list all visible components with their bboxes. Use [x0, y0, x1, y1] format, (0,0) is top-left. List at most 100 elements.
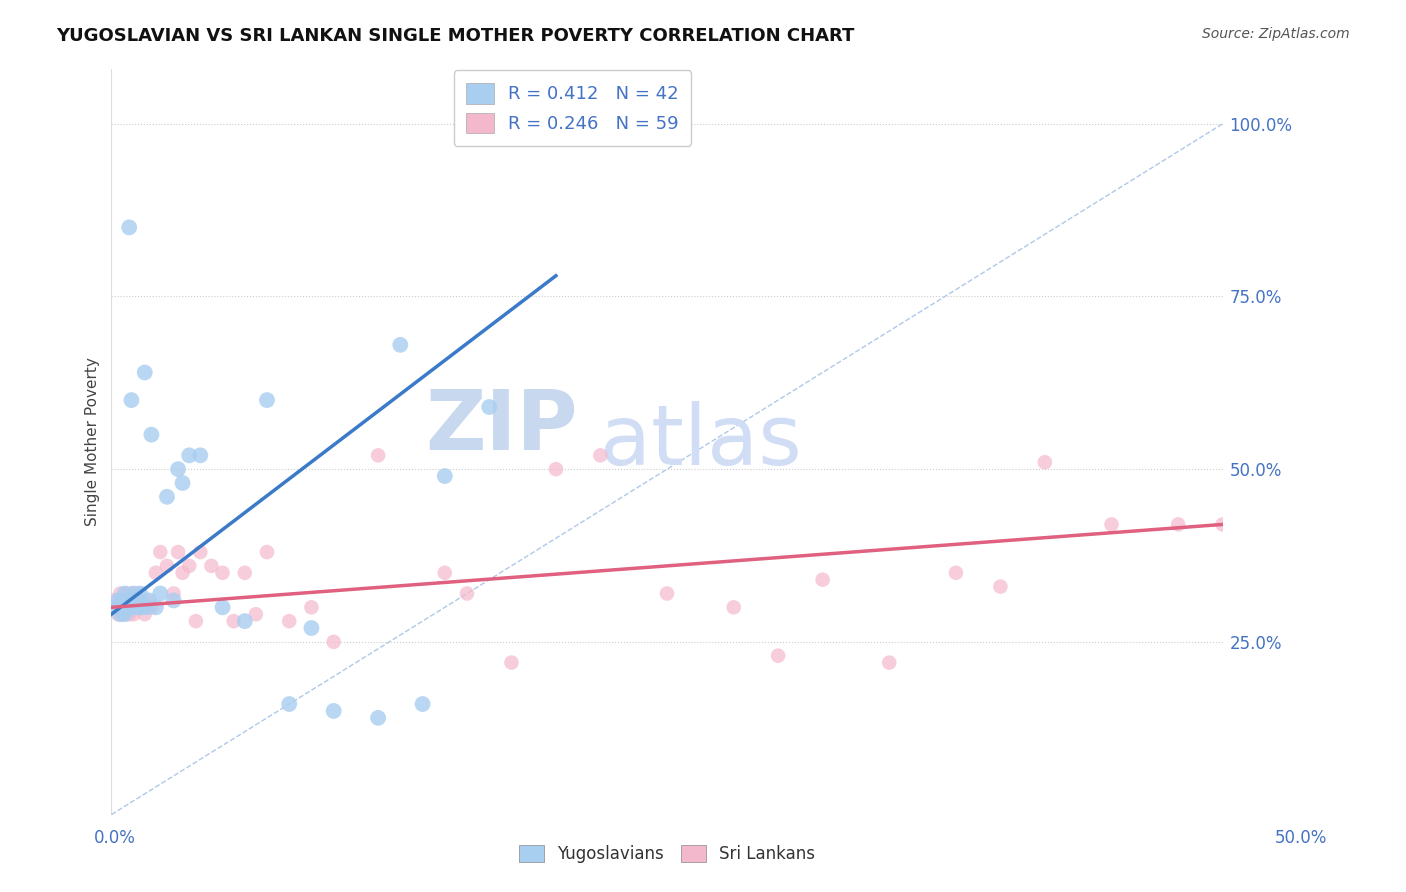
Point	[211, 566, 233, 580]
Point	[167, 462, 190, 476]
Point	[104, 600, 127, 615]
Point	[136, 600, 159, 615]
Point	[723, 600, 745, 615]
Point	[122, 607, 145, 622]
Point	[122, 586, 145, 600]
Point	[501, 656, 523, 670]
Point	[141, 600, 163, 615]
Point	[115, 600, 138, 615]
Point	[120, 600, 142, 615]
Point	[367, 711, 389, 725]
Point	[278, 697, 301, 711]
Point	[107, 593, 129, 607]
Point	[118, 593, 141, 607]
Point	[114, 607, 136, 622]
Point	[945, 566, 967, 580]
Point	[111, 600, 134, 615]
Point	[278, 614, 301, 628]
Point	[114, 593, 136, 607]
Point	[118, 220, 141, 235]
Point	[367, 448, 389, 462]
Text: 0.0%: 0.0%	[94, 829, 136, 847]
Point	[167, 545, 190, 559]
Text: Source: ZipAtlas.com: Source: ZipAtlas.com	[1202, 27, 1350, 41]
Point	[172, 566, 194, 580]
Point	[256, 393, 278, 408]
Point	[114, 600, 136, 615]
Point	[134, 366, 156, 380]
Point	[141, 427, 163, 442]
Point	[131, 600, 153, 615]
Point	[162, 586, 184, 600]
Point	[149, 586, 172, 600]
Point	[122, 593, 145, 607]
Point	[129, 586, 152, 600]
Point	[127, 586, 149, 600]
Point	[877, 656, 900, 670]
Point	[115, 586, 138, 600]
Point	[1033, 455, 1056, 469]
Point	[200, 558, 222, 573]
Point	[188, 448, 211, 462]
Point	[222, 614, 245, 628]
Point	[110, 600, 132, 615]
Point	[120, 593, 142, 607]
Point	[322, 635, 344, 649]
Point	[103, 593, 125, 607]
Point	[179, 558, 201, 573]
Point	[184, 614, 207, 628]
Point	[118, 607, 141, 622]
Point	[136, 593, 159, 607]
Point	[179, 448, 201, 462]
Point	[301, 600, 323, 615]
Point	[301, 621, 323, 635]
Point	[162, 593, 184, 607]
Text: ZIP: ZIP	[426, 386, 578, 467]
Point	[433, 469, 456, 483]
Point	[110, 586, 132, 600]
Point	[114, 586, 136, 600]
Point	[115, 600, 138, 615]
Point	[188, 545, 211, 559]
Point	[115, 593, 138, 607]
Point	[138, 593, 160, 607]
Point	[120, 586, 142, 600]
Point	[107, 607, 129, 622]
Point	[412, 697, 434, 711]
Point	[122, 600, 145, 615]
Point	[156, 490, 179, 504]
Point	[766, 648, 789, 663]
Point	[111, 607, 134, 622]
Legend: R = 0.412   N = 42, R = 0.246   N = 59: R = 0.412 N = 42, R = 0.246 N = 59	[454, 70, 692, 146]
Point	[589, 448, 612, 462]
Point	[156, 558, 179, 573]
Point	[104, 600, 127, 615]
Text: atlas: atlas	[600, 401, 801, 482]
Point	[127, 600, 149, 615]
Point	[110, 607, 132, 622]
Point	[389, 338, 412, 352]
Point	[655, 586, 678, 600]
Point	[322, 704, 344, 718]
Text: 50.0%: 50.0%	[1274, 829, 1327, 847]
Point	[111, 593, 134, 607]
Point	[125, 600, 148, 615]
Point	[990, 580, 1012, 594]
Point	[211, 600, 233, 615]
Point	[456, 586, 478, 600]
Point	[1167, 517, 1189, 532]
Point	[118, 600, 141, 615]
Point	[149, 545, 172, 559]
Text: YUGOSLAVIAN VS SRI LANKAN SINGLE MOTHER POVERTY CORRELATION CHART: YUGOSLAVIAN VS SRI LANKAN SINGLE MOTHER …	[56, 27, 855, 45]
Point	[256, 545, 278, 559]
Y-axis label: Single Mother Poverty: Single Mother Poverty	[86, 357, 100, 526]
Point	[1212, 517, 1234, 532]
Point	[233, 614, 256, 628]
Point	[233, 566, 256, 580]
Point	[134, 607, 156, 622]
Point	[478, 400, 501, 414]
Point	[131, 600, 153, 615]
Point	[544, 462, 567, 476]
Point	[811, 573, 834, 587]
Point	[125, 593, 148, 607]
